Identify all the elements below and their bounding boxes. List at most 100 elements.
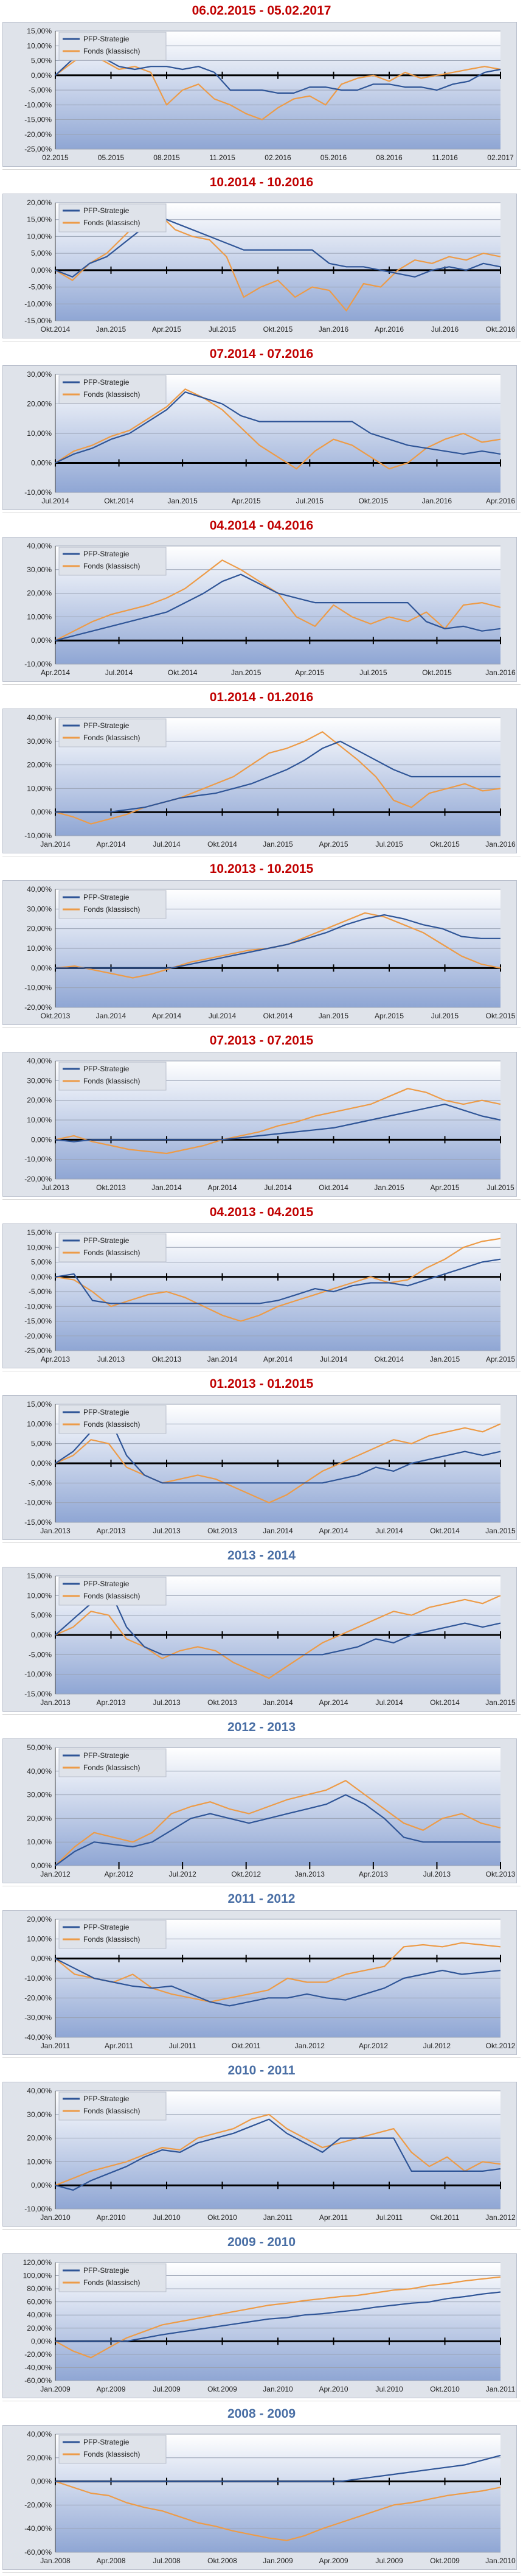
x-tick-label: Okt.2013 [207, 1527, 237, 1535]
y-tick-label: -10,00% [24, 1155, 52, 1164]
line-chart: -10,00% 0,00% 10,00% 20,00% 30,00% 40,00% Jan.… [24, 713, 516, 849]
x-tick-label: Jan.2015 [263, 840, 293, 849]
y-tick-label: -10,00% [24, 1302, 52, 1311]
x-tick-label: Okt.2013 [152, 1355, 182, 1363]
x-tick-label: Jan.2013 [40, 1698, 71, 1707]
y-tick-label: -15,00% [24, 116, 52, 124]
x-tick-label: Jan.2014 [40, 840, 71, 849]
x-tick-label: Jan.2016 [422, 497, 452, 505]
x-tick-label: 02.2015 [42, 153, 69, 162]
x-tick-label: Jan.2008 [40, 2557, 71, 2565]
chart-title: 2008 - 2009 [227, 2407, 296, 2421]
panel-separator [2, 2057, 521, 2058]
y-tick-label: 0,00% [31, 1861, 52, 1870]
x-tick-label: Jan.2015 [374, 1183, 404, 1192]
legend: PFP-Strategie Fonds (klassisch) [58, 1577, 167, 1606]
x-tick-label: Apr.2015 [375, 1012, 404, 1020]
legend-label: Fonds (klassisch) [83, 1077, 140, 1085]
legend-label: Fonds (klassisch) [83, 1592, 140, 1600]
y-tick-label: 0,00% [31, 808, 52, 816]
panel-separator [2, 2229, 521, 2230]
chart-title: 01.2013 - 01.2015 [209, 1377, 314, 1391]
legend-label: PFP-Strategie [83, 1236, 130, 1245]
chart-frame: -15,00% -10,00% -5,00% 0,00% 5,00% 10,00% 15,0… [2, 1567, 517, 1712]
x-tick-label: Jul.2013 [41, 1183, 69, 1192]
legend-box [58, 375, 167, 404]
chart-frame: -25,00% -20,00% -15,00% -10,00% -5,00% 0,00% 5… [2, 1223, 517, 1368]
legend-box [58, 1577, 167, 1606]
series-line-strategy [55, 914, 500, 969]
y-tick-label: 10,00% [27, 232, 52, 240]
y-tick-label: 20,00% [27, 1814, 52, 1822]
x-tick-label: Jul.2014 [105, 668, 133, 677]
chart-title: 04.2014 - 04.2016 [209, 519, 314, 533]
series-line-strategy [55, 1587, 501, 1656]
y-tick-label: 60,00% [27, 2298, 52, 2306]
x-tick-label: Jul.2015 [359, 668, 387, 677]
x-tick-label: Apr.2015 [430, 1183, 459, 1192]
legend: PFP-Strategie Fonds (klassisch) [58, 1233, 167, 1262]
y-tick-label: -10,00% [24, 2205, 52, 2213]
x-tick-label: Apr.2010 [96, 2213, 125, 2222]
chart-title: 10.2014 - 10.2016 [209, 175, 314, 189]
y-tick-label: 20,00% [27, 925, 52, 933]
y-tick-label: -20,00% [24, 2501, 52, 2509]
x-tick-label: Jan.2015 [485, 1698, 516, 1707]
line-chart: -60,00% -40,00% -20,00% 0,00% 20,00% 40,00% Ja… [24, 2430, 516, 2565]
legend-box [58, 32, 167, 61]
legend: PFP-Strategie Fonds (klassisch) [58, 203, 167, 233]
x-tick-label: Jul.2015 [209, 325, 237, 334]
x-tick-label: Okt.2016 [486, 325, 516, 334]
series-line-fund [55, 2113, 501, 2186]
x-tick-label: Jul.2009 [375, 2557, 403, 2565]
y-tick-label: 20,00% [27, 589, 52, 598]
chart-panel: 07.2014 - 07.2016 -10,00% 0,00% 10,00% 20,00… [0, 343, 523, 515]
y-tick-label: 20,00% [27, 400, 52, 408]
y-tick-label: -10,00% [24, 1974, 52, 1983]
x-tick-label: Jan.2015 [319, 1012, 349, 1020]
chart-panel: 2011 - 2012 -40,00% -30,00% -20,00% -10,00% 0… [0, 1888, 523, 2060]
y-tick-label: 15,00% [27, 215, 52, 224]
legend-label: Fonds (klassisch) [83, 219, 140, 227]
series-line-strategy [55, 1794, 500, 1866]
legend: PFP-Strategie Fonds (klassisch) [58, 2263, 167, 2292]
chart-title: 04.2013 - 04.2015 [209, 1205, 314, 1219]
y-tick-label: 40,00% [27, 713, 52, 722]
x-tick-label: Apr.2009 [96, 2385, 125, 2393]
y-tick-label: -30,00% [24, 2014, 52, 2022]
x-tick-label: Apr.2015 [319, 840, 348, 849]
legend-box [58, 2263, 167, 2292]
x-tick-label: Okt.2010 [430, 2385, 460, 2393]
y-tick-label: -20,00% [24, 2350, 52, 2359]
legend-label: PFP-Strategie [83, 550, 130, 558]
y-tick-label: 10,00% [27, 944, 52, 953]
y-tick-label: 0,00% [31, 266, 52, 275]
y-tick-label: 10,00% [27, 1419, 52, 1428]
legend-label: PFP-Strategie [83, 1751, 130, 1760]
x-tick-label: Okt.2014 [41, 325, 71, 334]
x-tick-label: Apr.2011 [319, 2213, 348, 2222]
chart-panel: 10.2014 - 10.2016 -15,00% -10,00% -5,00% 0,0… [0, 172, 523, 343]
chart-panel: 06.02.2015 - 05.02.2017 -25,00% -20,00% -15… [0, 0, 523, 172]
legend-label: PFP-Strategie [83, 378, 130, 387]
x-tick-label: Apr.2014 [41, 668, 70, 677]
y-tick-label: 20,00% [27, 761, 52, 769]
x-tick-label: Jan.2013 [40, 1527, 71, 1535]
legend-label: Fonds (klassisch) [83, 1935, 140, 1944]
x-tick-label: Jan.2011 [486, 2385, 516, 2393]
y-tick-label: -10,00% [24, 299, 52, 308]
x-tick-label: 08.2016 [376, 153, 403, 162]
y-tick-label: 10,00% [27, 1591, 52, 1600]
x-tick-label: Jan.2012 [485, 2213, 516, 2222]
y-tick-label: -20,00% [24, 1175, 52, 1183]
x-tick-label: Jul.2011 [376, 2213, 403, 2222]
legend-box [58, 718, 167, 747]
series-line-strategy [55, 2118, 501, 2191]
x-tick-label: Jan.2015 [231, 668, 262, 677]
y-tick-label: 100,00% [23, 2272, 52, 2280]
chart-frame: -15,00% -10,00% -5,00% 0,00% 5,00% 10,00% 15,0… [2, 1395, 517, 1540]
x-tick-label: Jul.2015 [296, 497, 324, 505]
y-tick-label: 0,00% [31, 2181, 52, 2189]
y-tick-label: 10,00% [27, 429, 52, 438]
